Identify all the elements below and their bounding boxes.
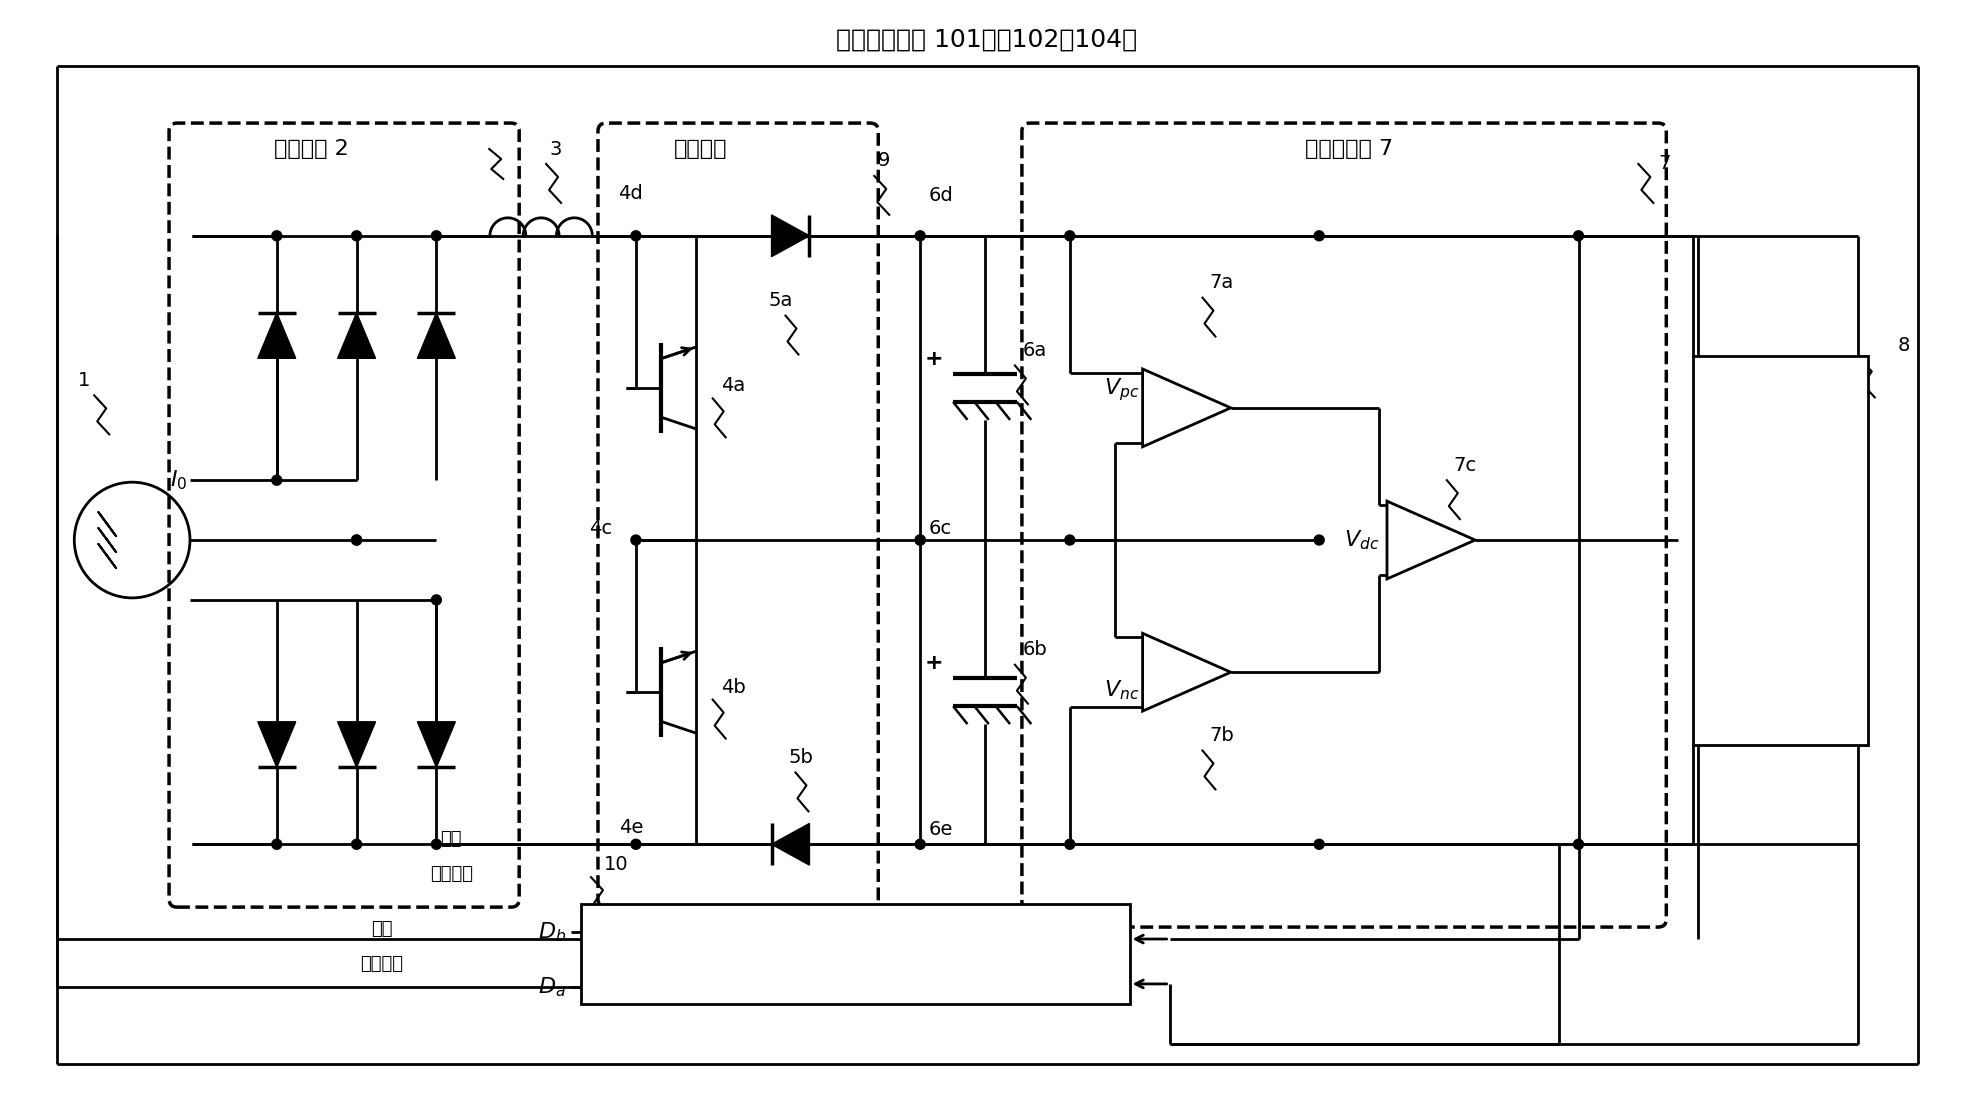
Text: 6a: 6a bbox=[1023, 341, 1047, 360]
Polygon shape bbox=[1386, 501, 1475, 579]
Polygon shape bbox=[259, 313, 296, 358]
Circle shape bbox=[431, 231, 440, 241]
Circle shape bbox=[1313, 231, 1323, 241]
Text: 10: 10 bbox=[604, 854, 628, 873]
Text: 4a: 4a bbox=[721, 376, 745, 394]
Text: 7b: 7b bbox=[1209, 727, 1234, 745]
Polygon shape bbox=[772, 823, 810, 865]
Circle shape bbox=[1574, 231, 1584, 241]
Text: 6b: 6b bbox=[1023, 640, 1047, 659]
Circle shape bbox=[1313, 839, 1323, 849]
Polygon shape bbox=[338, 313, 375, 358]
Circle shape bbox=[914, 536, 924, 546]
Text: 6d: 6d bbox=[928, 187, 952, 206]
Text: 下臂: 下臂 bbox=[440, 830, 462, 849]
Text: $V_{pc}$: $V_{pc}$ bbox=[1104, 377, 1140, 403]
Text: 5b: 5b bbox=[788, 748, 814, 767]
Circle shape bbox=[630, 231, 640, 241]
Text: $V_{nc}$: $V_{nc}$ bbox=[1104, 679, 1140, 702]
Text: 直流电源装置 101（或102～104）: 直流电源装置 101（或102～104） bbox=[837, 28, 1138, 51]
Text: $I_0$: $I_0$ bbox=[170, 469, 188, 492]
Polygon shape bbox=[338, 722, 375, 768]
Polygon shape bbox=[1144, 633, 1230, 711]
Text: 7a: 7a bbox=[1209, 273, 1234, 292]
Circle shape bbox=[1065, 839, 1074, 849]
Circle shape bbox=[1065, 231, 1074, 241]
Circle shape bbox=[914, 536, 924, 546]
Circle shape bbox=[1313, 536, 1323, 546]
Polygon shape bbox=[417, 313, 456, 358]
Text: 4b: 4b bbox=[721, 678, 745, 698]
Circle shape bbox=[273, 839, 282, 849]
Circle shape bbox=[352, 231, 361, 241]
Circle shape bbox=[1574, 839, 1584, 849]
Text: 4d: 4d bbox=[618, 184, 644, 203]
Text: 充电电路: 充电电路 bbox=[673, 139, 727, 159]
Text: 8: 8 bbox=[1898, 336, 1910, 356]
Polygon shape bbox=[772, 214, 810, 257]
Circle shape bbox=[273, 476, 282, 486]
Bar bbox=[1693, 356, 1868, 744]
Text: +: + bbox=[924, 653, 944, 673]
Text: 4e: 4e bbox=[618, 818, 644, 837]
Text: 驱动信号: 驱动信号 bbox=[431, 865, 472, 883]
Circle shape bbox=[273, 231, 282, 241]
Text: $V_{dc}$: $V_{dc}$ bbox=[1343, 528, 1379, 552]
Circle shape bbox=[914, 839, 924, 849]
Text: 7: 7 bbox=[1659, 154, 1671, 173]
Circle shape bbox=[914, 231, 924, 241]
Text: 7c: 7c bbox=[1454, 456, 1477, 474]
Text: 9: 9 bbox=[879, 151, 891, 170]
Bar bbox=[581, 904, 1130, 1004]
Text: 3: 3 bbox=[549, 140, 563, 159]
Circle shape bbox=[630, 839, 640, 849]
Text: $D_a$: $D_a$ bbox=[539, 975, 567, 999]
Text: 整流电路 2: 整流电路 2 bbox=[275, 139, 350, 159]
Circle shape bbox=[630, 536, 640, 546]
Text: 负载: 负载 bbox=[1768, 480, 1793, 500]
Circle shape bbox=[352, 839, 361, 849]
Text: $W_L$: $W_L$ bbox=[1764, 568, 1797, 592]
Text: 驱动信号: 驱动信号 bbox=[359, 955, 403, 973]
Circle shape bbox=[431, 594, 440, 604]
Text: 电压检测部 7: 电压检测部 7 bbox=[1305, 139, 1392, 159]
Text: 上臂: 上臂 bbox=[371, 920, 393, 938]
Polygon shape bbox=[1144, 369, 1230, 447]
Circle shape bbox=[352, 536, 361, 546]
Circle shape bbox=[352, 536, 361, 546]
Text: +: + bbox=[924, 349, 944, 369]
Text: 4c: 4c bbox=[589, 519, 612, 538]
Text: 1: 1 bbox=[79, 371, 91, 390]
Text: 5a: 5a bbox=[768, 291, 792, 310]
Text: 6c: 6c bbox=[928, 519, 952, 538]
Polygon shape bbox=[417, 722, 456, 768]
Text: 控制部: 控制部 bbox=[835, 944, 875, 964]
Text: 6e: 6e bbox=[928, 820, 952, 839]
Polygon shape bbox=[259, 722, 296, 768]
Circle shape bbox=[1065, 536, 1074, 546]
Text: $D_b$: $D_b$ bbox=[537, 920, 567, 944]
Circle shape bbox=[431, 839, 440, 849]
